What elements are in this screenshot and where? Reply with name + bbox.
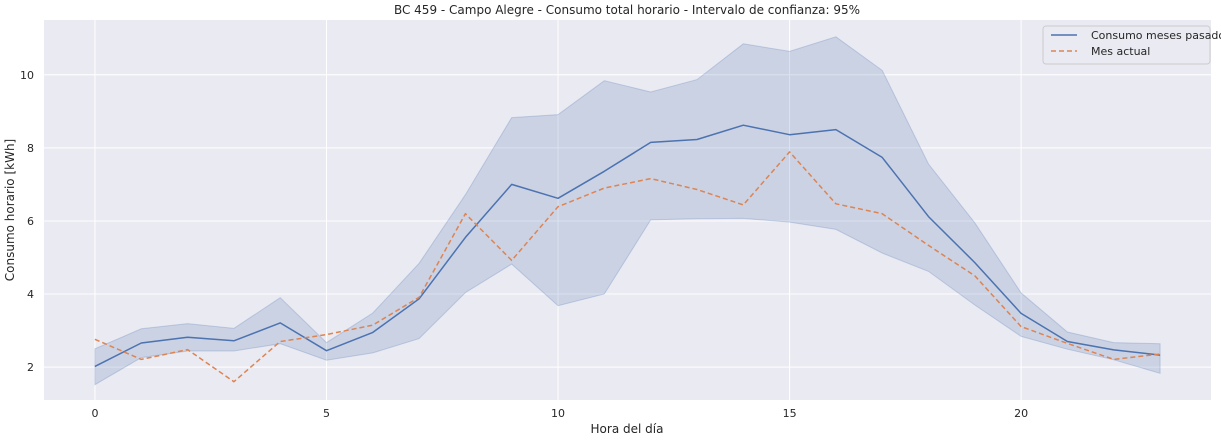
x-tick-label: 5 [323, 407, 330, 420]
series-line-1 [94, 151, 1161, 383]
legend: Consumo meses pasados Mes actual [1042, 25, 1221, 65]
series-line-0 [94, 124, 1161, 368]
x-tick-label: 20 [1014, 407, 1028, 420]
series-lines-layer [94, 124, 1161, 383]
plot-background [44, 20, 1211, 400]
chart-title: BC 459 - Campo Alegre - Consumo total ho… [394, 3, 860, 17]
legend-label-current: Mes actual [1091, 45, 1150, 58]
confidence-band [94, 36, 1161, 386]
x-tick-label: 0 [91, 407, 98, 420]
x-axis-label: Hora del día [591, 422, 664, 436]
x-tick-label: 10 [551, 407, 565, 420]
confidence-band-layer [94, 36, 1161, 386]
y-tick-label: 2 [27, 361, 34, 374]
y-axis-label: Consumo horario [kWh] [3, 139, 17, 281]
y-tick-label: 4 [27, 288, 34, 301]
grid-lines [44, 20, 1211, 400]
y-tick-label: 10 [20, 69, 34, 82]
legend-box [1042, 25, 1211, 65]
tick-labels: 0 5 10 15 20 2 4 6 8 10 [20, 69, 1028, 420]
y-tick-label: 8 [27, 142, 34, 155]
y-tick-label: 6 [27, 215, 34, 228]
x-tick-label: 15 [783, 407, 797, 420]
legend-label-past: Consumo meses pasados [1091, 29, 1221, 42]
